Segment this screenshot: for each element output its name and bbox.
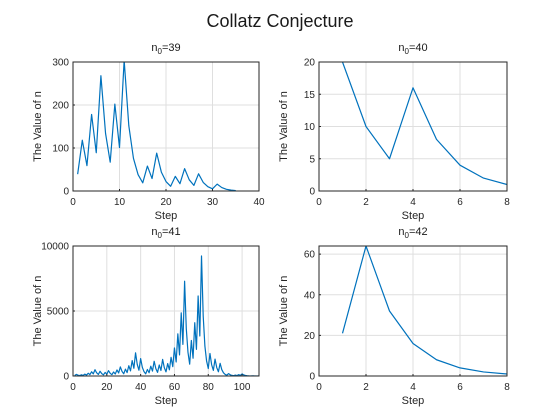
y-tick-label: 40 [304,290,316,301]
x-tick-label: 40 [135,382,147,393]
y-tick-label: 10000 [41,242,69,253]
x-tick-label: 4 [410,382,416,393]
subplot-4: 0 2 4 6 8 0 20 40 60 n0=42 Step The Value of n [278,226,531,407]
x-axis-label: Step [155,210,178,222]
y-tick-label: 20 [304,331,316,342]
subplot-2: 0 2 4 6 8 0 5 10 15 20 n0=40 Step The Value of n [278,0,510,222]
y-tick-label: 0 [309,372,315,383]
x-tick-label: 10 [114,197,126,208]
subplot-title-value: =42 [409,226,428,238]
x-tick-label: 40 [253,197,265,208]
subplot-title: n0=42 [398,226,427,240]
y-tick-label: 60 [304,250,316,261]
y-tick-label: 300 [52,58,69,69]
x-tick-label: 4 [410,197,416,208]
x-axis-label: Step [155,395,178,407]
x-tick-label: 6 [457,197,463,208]
x-tick-label: 2 [363,197,369,208]
x-tick-label: 100 [234,382,251,393]
y-tick-label: 15 [304,90,316,101]
x-tick-label: 20 [160,197,172,208]
x-axis-label: Step [402,395,425,407]
figure-title: Collatz Conjecture [206,11,353,31]
y-axis-label: The Value of n [278,91,290,162]
x-tick-label: 0 [316,197,322,208]
x-axis-label: Step [402,210,425,222]
y-tick-label: 0 [309,187,315,198]
x-tick-label: 0 [70,197,76,208]
x-tick-label: 0 [316,382,322,393]
x-tick-label: 6 [457,382,463,393]
x-tick-label: 30 [207,197,219,208]
y-tick-label: 100 [52,144,69,155]
y-tick-label: 200 [52,101,69,112]
y-tick-label: 5000 [47,307,70,318]
x-tick-label: 20 [101,382,113,393]
x-tick-label: 60 [169,382,181,393]
x-tick-label: 8 [504,382,510,393]
y-tick-label: 10 [304,122,316,133]
subplot-1: 0 10 20 30 40 0 100 200 300 n0=39 Step The Value of… [32,42,265,222]
x-tick-label: 8 [504,197,510,208]
x-tick-label: 2 [363,382,369,393]
subplot-title-value: =39 [162,42,181,54]
subplot-title: n0=40 [398,42,427,56]
y-tick-label: 0 [63,187,69,198]
subplot-title: n0=41 [151,226,180,240]
subplot-title: n0=39 [151,42,180,56]
subplot-3: 0 20 40 60 80 100 0 5000 10000 n0=41 Step The Value… [32,226,259,407]
y-tick-label: 5 [309,154,315,165]
subplot-title-value: =41 [162,226,181,238]
y-axis-label: The Value of n [32,276,44,347]
x-tick-label: 0 [70,382,76,393]
y-axis-label: The Value of n [278,276,290,347]
subplot-title-value: =40 [409,42,428,54]
y-tick-label: 20 [304,58,316,69]
y-axis-label: The Value of n [32,91,44,162]
x-tick-label: 80 [203,382,215,393]
y-tick-label: 0 [63,372,69,383]
